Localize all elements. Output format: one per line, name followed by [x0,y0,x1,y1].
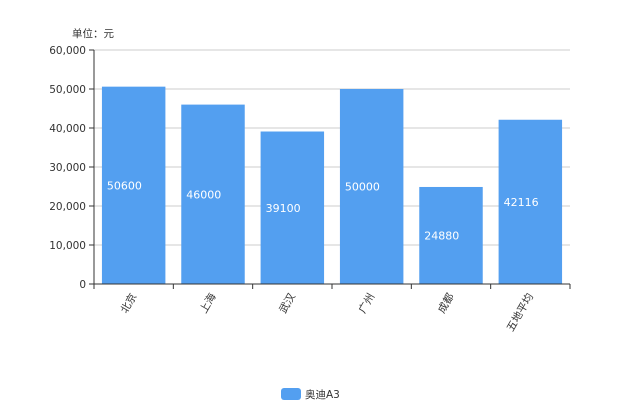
y-tick-label: 0 [79,279,86,291]
x-tick-label: 广州 [357,291,378,315]
data-label: 24880 [424,229,459,242]
data-label: 50000 [345,181,380,194]
y-tick-label: 60,000 [49,45,86,57]
y-tick-label: 10,000 [49,240,86,252]
x-tick-label: 北京 [118,291,140,316]
x-tick-label: 五地平均 [504,291,536,334]
bar[interactable] [101,86,166,284]
y-tick-label: 30,000 [49,162,86,174]
data-label: 46000 [186,188,221,201]
data-label: 42116 [504,196,539,209]
data-label: 50600 [107,179,142,192]
gridlines [94,49,570,246]
legend-swatch [281,388,301,400]
legend[interactable]: 奥迪A3 [281,388,340,401]
y-tick-label: 20,000 [49,201,86,213]
data-label: 39100 [266,202,301,215]
y-tick-label: 50,000 [49,84,86,96]
x-tick-label: 上海 [197,290,219,315]
bar[interactable] [181,104,245,284]
y-axis-ticks: 0 10,000 20,000 30,000 40,000 50,000 60,000 [49,45,94,291]
bar[interactable] [339,89,404,284]
bar[interactable] [419,186,483,284]
bar[interactable] [260,131,325,284]
x-axis-ticks: 北京 上海 武汉 广州 成都 五地平均 [93,284,571,334]
data-labels: 50600 46000 39100 50000 24880 42116 [107,179,539,242]
x-tick-label: 武汉 [276,290,298,315]
bar[interactable] [498,119,563,285]
y-axis-unit-label: 单位：元 [72,27,114,40]
y-tick-label: 40,000 [49,123,86,135]
bars [101,86,563,285]
legend-label: 奥迪A3 [305,388,340,401]
x-tick-label: 成都 [436,291,457,316]
